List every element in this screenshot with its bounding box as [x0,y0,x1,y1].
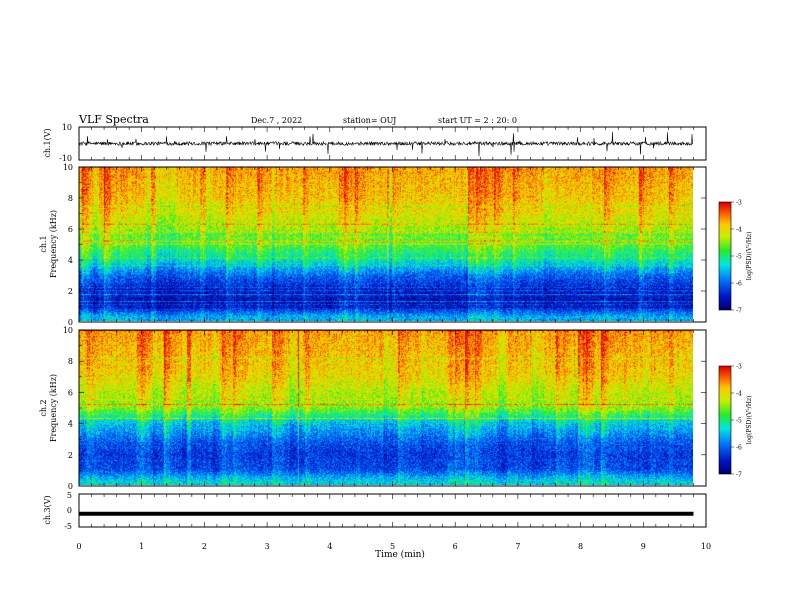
time-tick-label: 2 [202,542,207,551]
ch3-waveform-frame [78,493,707,528]
ch2-colorbar [719,366,731,474]
frequency-tick-label: 8 [68,194,73,203]
time-tick-label: 5 [390,542,395,551]
colorbar-tick-label: -5 [736,254,742,261]
frequency-tick-label: 0 [68,482,73,491]
ch2-ylabel-channel: ch.2 [39,399,48,416]
time-tick-label: 6 [453,542,458,551]
ch2-colorbar-label: log(PSD)(V²/Hz) [746,396,753,445]
start-time-label: start UT = 2 : 20: 0 [438,116,517,125]
colorbar-tick-label: -7 [736,308,742,315]
ch1-colorbar [719,202,731,310]
ch1-ylabel-frequency: Frequency (kHz) [49,210,58,278]
colorbar-tick-label: -4 [736,227,742,234]
ch1-waveform-trace [78,131,694,157]
ch2-colorbar-ticks: -3 -4 -5 -6 -7 [731,364,742,479]
colorbar-tick-label: -6 [736,445,742,452]
ch2-spectrogram-image [79,330,693,485]
frequency-tick-label: 4 [68,256,73,265]
ch3-ytick-top: 5 [67,491,72,500]
ch1-colorbar-ticks: -3 -4 -5 -6 -7 [731,200,742,315]
frequency-tick-label: 0 [68,318,73,327]
ch1-spectrogram-image [79,167,693,321]
colorbar-tick-label: -3 [736,200,742,207]
ch2-ylabel-frequency: Frequency (kHz) [49,374,58,442]
time-tick-label: 9 [641,542,646,551]
time-axis-label: Time (min) [375,549,425,560]
ch1-ytick-top: 10 [62,123,72,132]
time-tick-label: 0 [76,542,81,551]
ch1-ylabel-channel: ch.1 [39,235,48,252]
time-tick-label: 1 [139,542,144,551]
ch1-waveform-ylabel: ch.1(V) [43,128,52,157]
ch3-waveform-panel: 5 0 -5 ch.3(V) [43,491,707,531]
ch3-ytick-mid: 0 [67,506,72,515]
frequency-tick-label: 8 [68,357,73,366]
colorbar-tick-label: -4 [736,391,742,398]
frequency-tick-label: 6 [68,388,73,397]
ch1-colorbar-label: log(PSD)(V²/Hz) [746,232,753,281]
ch1-waveform-panel: 10 -10 ch.1(V) [43,123,707,163]
ch2-yticks: 0 2 4 6 8 10 [63,326,706,491]
colorbar-tick-label: -7 [736,472,742,479]
time-axis-ticks: 0 1 2 3 4 5 6 7 8 9 10 [76,127,711,551]
frequency-tick-label: 6 [68,225,73,234]
frequency-tick-label: 4 [68,420,73,429]
figure-title: VLF Spectra [78,113,149,126]
frequency-tick-label: 2 [68,451,73,460]
ch1-ytick-bottom: -10 [59,154,72,163]
ch3-ytick-bottom: -5 [64,522,72,531]
colorbar-tick-label: -5 [736,418,742,425]
ch3-waveform-ylabel: ch.3(V) [43,495,52,524]
ch1-yticks: 0 2 4 6 8 10 [63,163,706,327]
colorbar-tick-label: -3 [736,364,742,371]
date-label: Dec.7 , 2022 [251,116,302,125]
station-label: station= OUJ [343,116,396,125]
colorbar-tick-label: -6 [736,281,742,288]
time-tick-label: 10 [701,542,711,551]
time-tick-label: 3 [265,542,270,551]
time-tick-label: 4 [327,542,332,551]
frequency-tick-label: 10 [63,163,73,172]
time-tick-label: 7 [515,542,520,551]
frequency-tick-label: 2 [68,287,73,296]
time-tick-label: 8 [578,542,583,551]
frequency-tick-label: 10 [63,326,73,335]
